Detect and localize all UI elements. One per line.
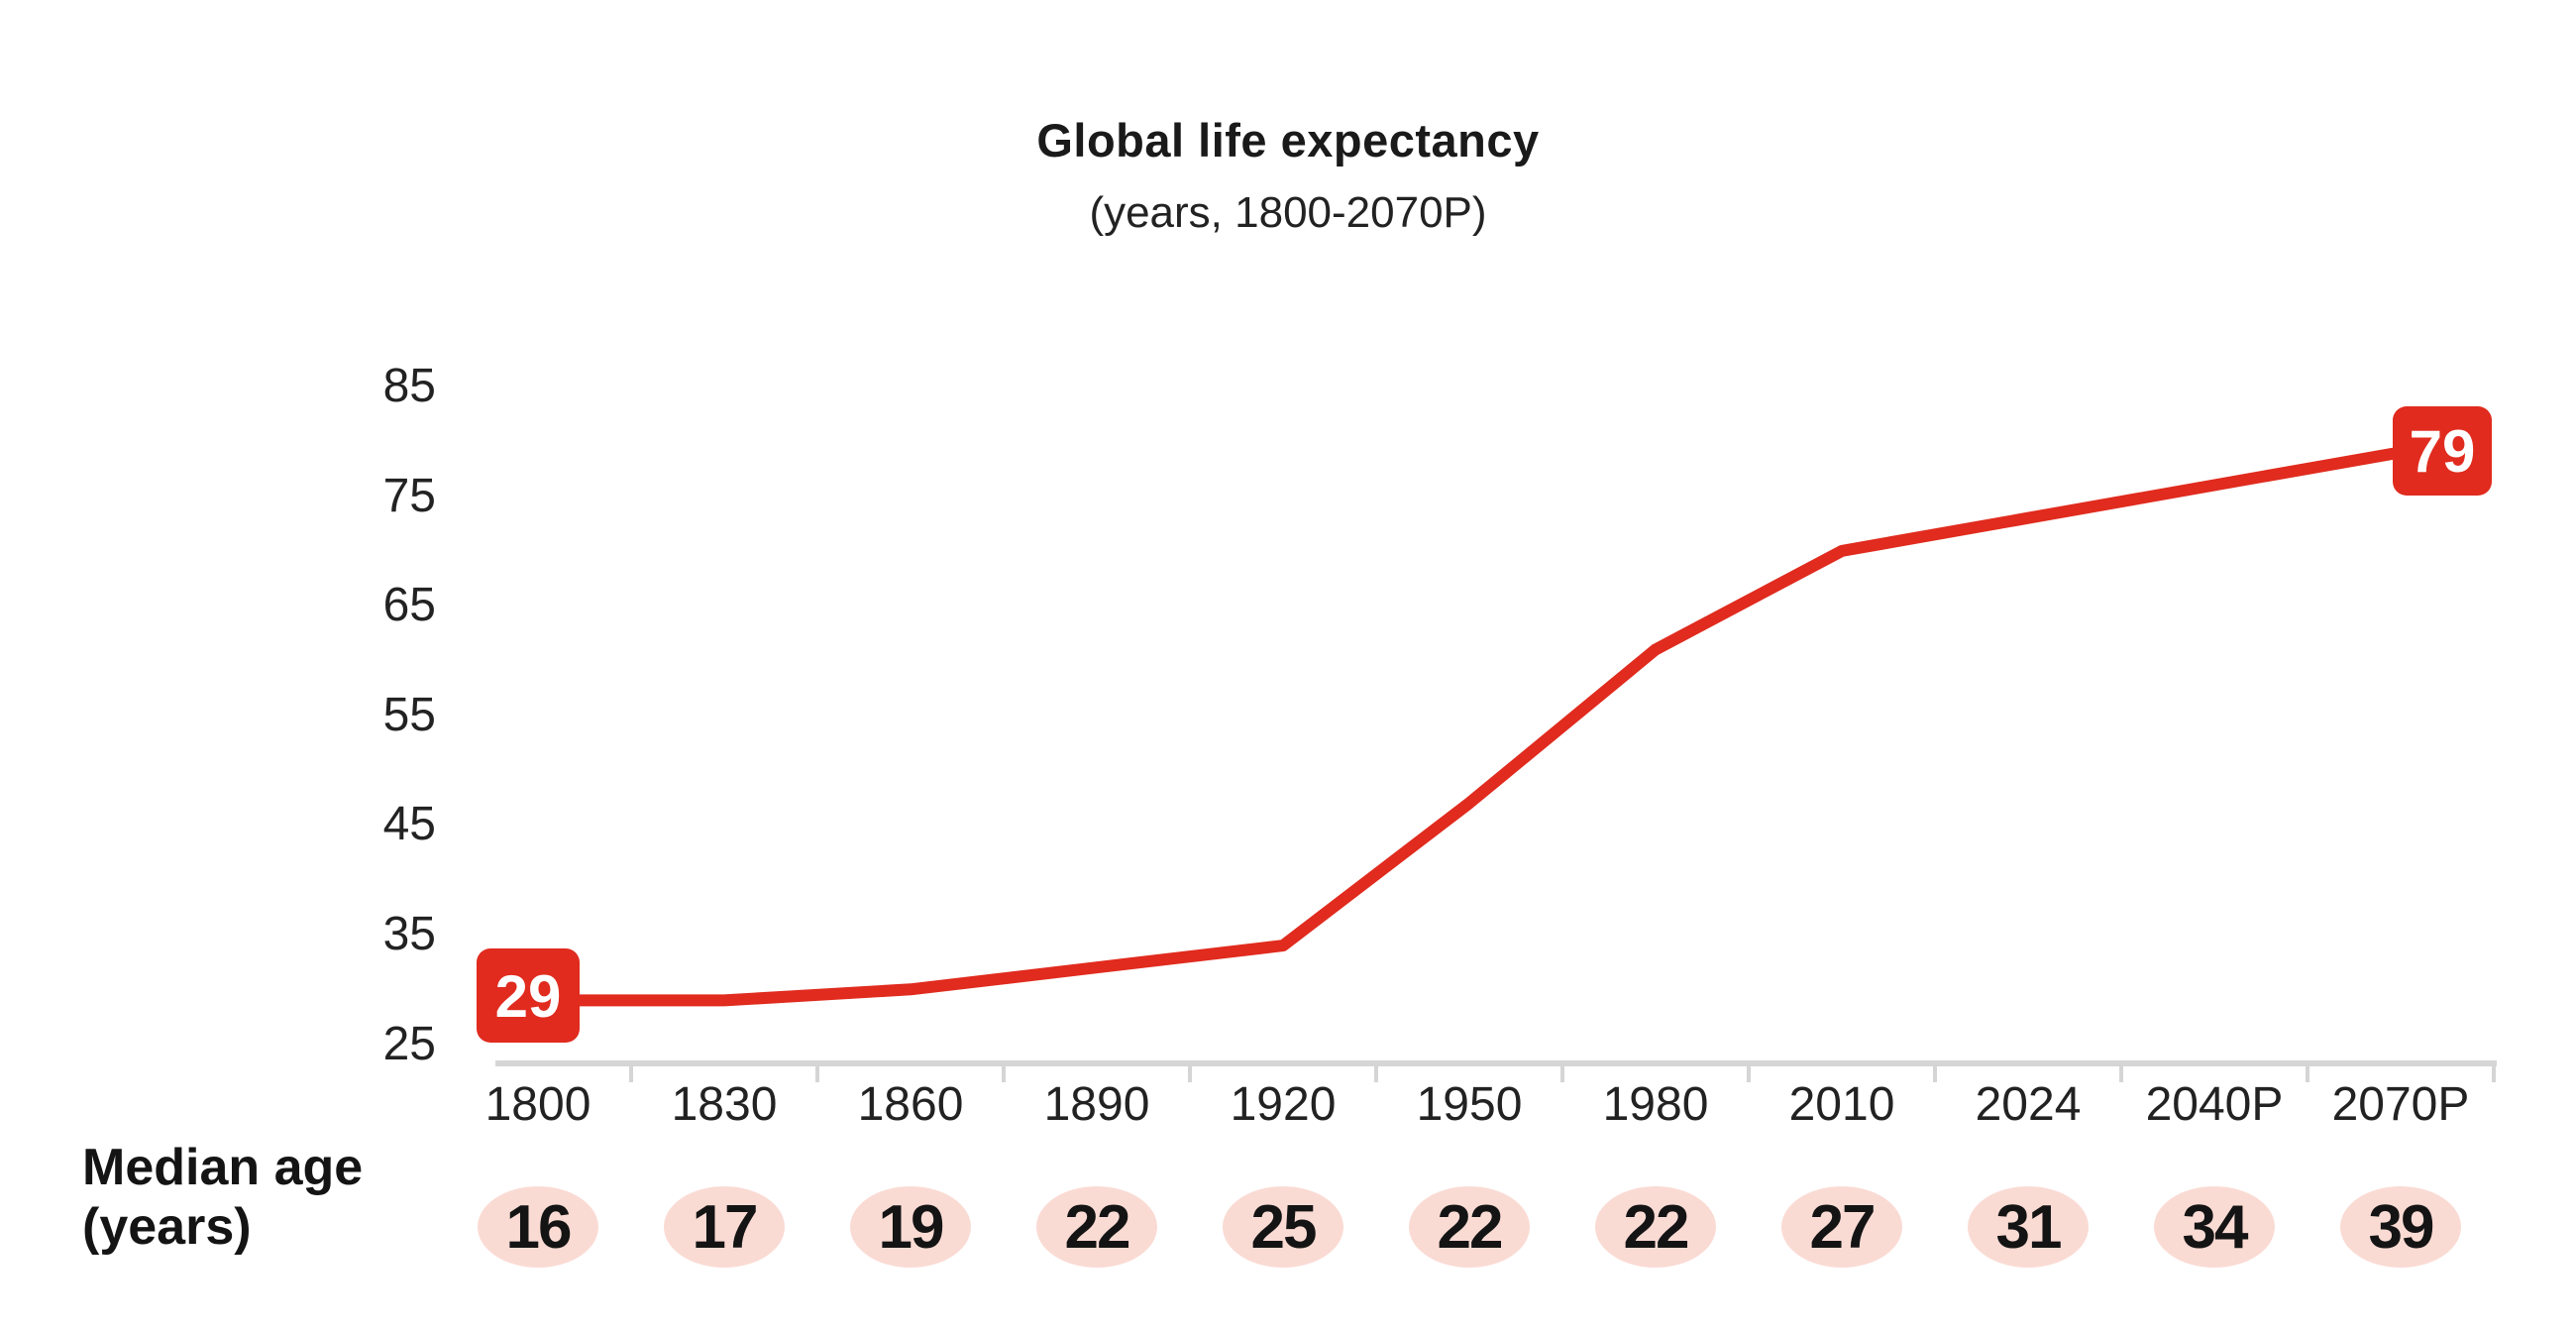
y-axis-tick-label: 35 bbox=[382, 908, 436, 960]
median-age-badge: 39 bbox=[2340, 1186, 2461, 1268]
x-axis-label: 1950 bbox=[1416, 1078, 1523, 1131]
y-axis-tick-label: 55 bbox=[382, 688, 436, 741]
x-axis-line bbox=[495, 1060, 2497, 1066]
median-age-badge: 27 bbox=[1781, 1186, 1902, 1268]
y-axis-tick-label: 25 bbox=[382, 1017, 436, 1070]
x-axis-label: 1920 bbox=[1230, 1078, 1337, 1131]
median-age-row-label-units: (years) bbox=[82, 1198, 252, 1256]
median-age-badge: 22 bbox=[1409, 1186, 1530, 1268]
life-expectancy-line bbox=[532, 446, 2407, 1007]
x-axis-tick bbox=[1002, 1066, 1006, 1082]
x-axis-tick bbox=[2306, 1066, 2309, 1082]
x-axis-tick bbox=[629, 1066, 633, 1082]
chart-subtitle: (years, 1800-2070P) bbox=[1089, 188, 1487, 237]
median-age-badge: 17 bbox=[664, 1186, 785, 1268]
x-axis-tick bbox=[1188, 1066, 1192, 1082]
x-axis-label: 1860 bbox=[857, 1078, 964, 1131]
x-axis-label: 2024 bbox=[1975, 1078, 2082, 1131]
x-axis-label: 2040P bbox=[2145, 1078, 2284, 1131]
x-axis-label: 2010 bbox=[1788, 1078, 1895, 1131]
end-value-label: 79 bbox=[2393, 406, 2492, 496]
median-age-badge: 25 bbox=[1223, 1186, 1343, 1268]
chart-title: Global life expectancy bbox=[1036, 114, 1540, 166]
x-axis-tick bbox=[1747, 1066, 1751, 1082]
x-axis-label: 2070P bbox=[2331, 1078, 2470, 1131]
y-axis-tick-label: 85 bbox=[382, 360, 436, 412]
median-age-badge: 19 bbox=[850, 1186, 971, 1268]
median-age-badge: 22 bbox=[1036, 1186, 1157, 1268]
y-axis-tick-label: 75 bbox=[382, 469, 436, 522]
y-axis-tick-label: 65 bbox=[382, 579, 436, 632]
median-age-badge: 31 bbox=[1968, 1186, 2089, 1268]
x-axis-tick bbox=[2492, 1066, 2496, 1082]
x-axis-tick bbox=[1933, 1066, 1937, 1082]
x-axis-label: 1890 bbox=[1043, 1078, 1150, 1131]
median-age-badge: 16 bbox=[478, 1186, 598, 1268]
x-axis-tick bbox=[1374, 1066, 1378, 1082]
start-value-label: 29 bbox=[477, 948, 580, 1043]
y-axis-tick-label: 45 bbox=[382, 798, 436, 851]
x-axis-tick bbox=[2119, 1066, 2123, 1082]
median-age-row-label: Median age bbox=[82, 1139, 364, 1196]
x-axis-label: 1830 bbox=[671, 1078, 778, 1131]
x-axis-tick bbox=[815, 1066, 819, 1082]
median-age-badge: 22 bbox=[1595, 1186, 1716, 1268]
x-axis-label: 1800 bbox=[484, 1078, 591, 1131]
median-age-badge: 34 bbox=[2154, 1186, 2275, 1268]
x-axis-label: 1980 bbox=[1602, 1078, 1709, 1131]
x-axis-tick bbox=[1560, 1066, 1564, 1082]
